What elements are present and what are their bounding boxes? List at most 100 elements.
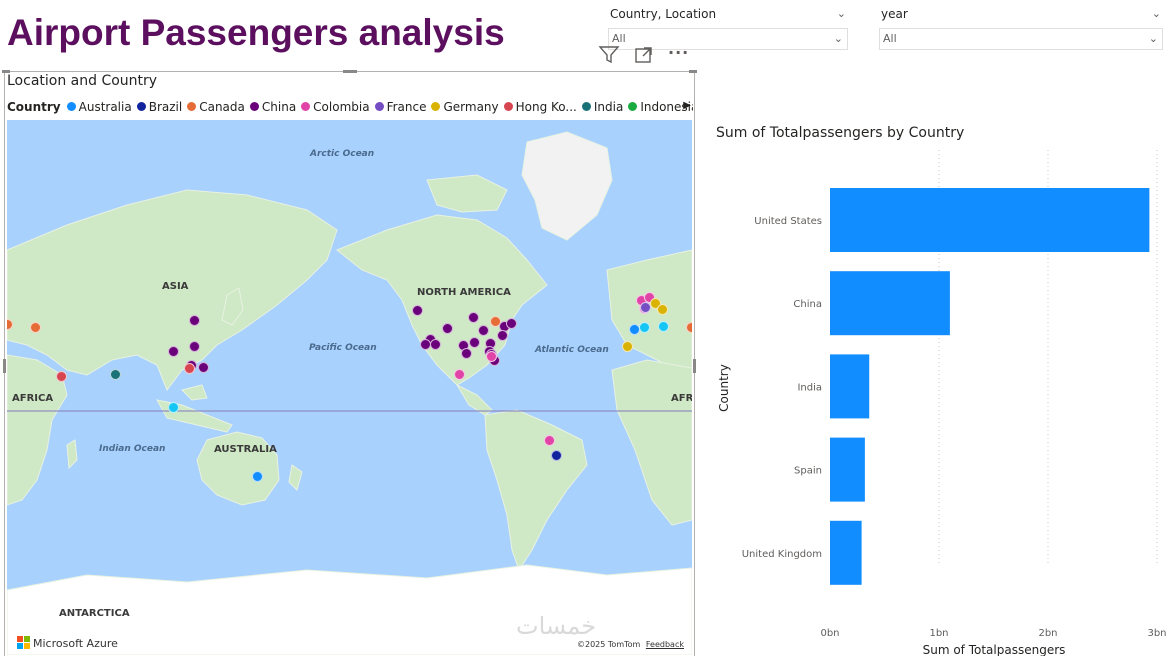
ocean-label: Indian Ocean — [99, 444, 166, 454]
bar-chart-title: Sum of Totalpassengers by Country — [716, 125, 965, 141]
legend-item-label: Australia — [78, 100, 132, 114]
resize-handle[interactable] — [3, 359, 6, 373]
map-point[interactable] — [168, 402, 179, 413]
legend-item[interactable]: Colombia — [301, 100, 370, 114]
map-point[interactable] — [544, 435, 555, 446]
legend-item[interactable]: Germany — [431, 100, 499, 114]
map-point[interactable] — [189, 315, 200, 326]
legend-dot-icon — [301, 102, 311, 111]
legend-item[interactable]: China — [249, 100, 297, 114]
resize-handle[interactable] — [2, 70, 10, 73]
legend-item[interactable]: Brazil — [136, 100, 182, 114]
legend-item[interactable]: Hong Ko... — [503, 100, 577, 114]
map-point[interactable] — [442, 323, 453, 334]
map-canvas[interactable]: Arctic Ocean Pacific Ocean Atlantic Ocea… — [7, 120, 692, 655]
map-point[interactable] — [469, 337, 480, 348]
resize-handle[interactable] — [343, 70, 357, 73]
legend-item[interactable]: Indonesia — [628, 100, 693, 114]
legend-item-label: Colombia — [313, 100, 370, 114]
map-point[interactable] — [497, 330, 508, 341]
continent-label: ASIA — [162, 281, 189, 292]
map-legend: Country Australia Brazil Canada China Colombi… — [7, 100, 693, 118]
slicer-value: All — [612, 32, 626, 45]
slicer-header: Country, Location — [610, 7, 717, 21]
continent-label: AFRI — [671, 393, 692, 404]
map-point[interactable] — [468, 312, 479, 323]
map-point[interactable] — [412, 305, 423, 316]
legend-next-icon[interactable]: ▶ — [683, 100, 691, 111]
map-point[interactable] — [622, 341, 633, 352]
chevron-down-icon[interactable]: ⌄ — [836, 7, 846, 20]
legend-item-label: China — [261, 100, 297, 114]
map-point[interactable] — [486, 351, 497, 362]
ocean-label: Atlantic Ocean — [535, 345, 609, 355]
bar[interactable] — [830, 354, 870, 419]
map-visual[interactable]: Location and Country Country Australia Bra… — [2, 70, 697, 656]
map-point[interactable] — [461, 348, 472, 359]
legend-item-label: India — [593, 100, 624, 114]
slicer-value: All — [883, 32, 897, 45]
map-point[interactable] — [198, 362, 209, 373]
legend-item-label: Germany — [443, 100, 499, 114]
map-point[interactable] — [56, 371, 67, 382]
bar[interactable] — [830, 188, 1150, 252]
category-label: United Kingdom — [742, 549, 822, 560]
x-axis-title: Sum of Totalpassengers — [923, 643, 1066, 656]
legend-dot-icon — [581, 102, 591, 111]
legend-dot-icon — [136, 102, 146, 111]
map-point[interactable] — [639, 322, 650, 333]
map-attribution: ©2025 TomTom Feedback — [577, 640, 684, 649]
category-label: Spain — [794, 466, 822, 477]
legend-item-label: Indonesia — [640, 100, 693, 114]
legend-item[interactable]: France — [374, 100, 427, 114]
map-point[interactable] — [650, 298, 661, 309]
legend-item[interactable]: Australia — [66, 100, 132, 114]
map-point[interactable] — [189, 341, 200, 352]
map-point[interactable] — [168, 346, 179, 357]
bar-chart[interactable]: 0bn 1bn 2bn 3bn United States China India Spain… — [700, 140, 1170, 656]
category-label: United States — [754, 216, 822, 227]
bar[interactable] — [830, 271, 950, 336]
legend-dot-icon — [503, 102, 513, 111]
chevron-down-icon[interactable]: ⌄ — [1151, 7, 1161, 20]
slicer-dropdown[interactable]: All ⌄ — [879, 28, 1163, 50]
map-point[interactable] — [454, 369, 465, 380]
chevron-down-icon: ⌄ — [1148, 32, 1158, 45]
resize-handle[interactable] — [689, 70, 697, 73]
legend-dot-icon — [66, 102, 76, 111]
map-point[interactable] — [686, 322, 692, 333]
slicer-dropdown[interactable]: All ⌄ — [608, 28, 848, 50]
country-location-slicer[interactable]: Country, Location ⌄ All ⌄ — [608, 0, 848, 50]
map-point[interactable] — [506, 318, 517, 329]
feedback-link[interactable]: Feedback — [645, 640, 684, 649]
legend-item-label: France — [386, 100, 427, 114]
legend-dot-icon — [249, 102, 259, 111]
map-point[interactable] — [184, 363, 195, 374]
map-point[interactable] — [640, 302, 651, 313]
focus-mode-icon[interactable] — [634, 45, 654, 69]
map-point[interactable] — [551, 450, 562, 461]
map-point[interactable] — [644, 292, 655, 303]
resize-handle[interactable] — [693, 359, 696, 373]
map-point[interactable] — [430, 339, 441, 350]
map-point[interactable] — [252, 471, 263, 482]
microsoft-logo-icon — [17, 636, 30, 649]
continent-label: AFRICA — [12, 393, 54, 404]
map-point[interactable] — [658, 321, 669, 332]
map-point[interactable] — [478, 325, 489, 336]
filter-icon[interactable] — [598, 45, 620, 69]
legend-item[interactable]: India — [581, 100, 624, 114]
map-point[interactable] — [30, 322, 41, 333]
brand-text: Microsoft Azure — [33, 637, 118, 650]
legend-dot-icon — [431, 102, 441, 111]
legend-item[interactable]: Canada — [187, 100, 245, 114]
legend-dot-icon — [374, 102, 384, 111]
continent-label: ANTARCTICA — [59, 608, 130, 619]
map-point[interactable] — [110, 369, 121, 380]
year-slicer[interactable]: year ⌄ All ⌄ — [879, 0, 1163, 50]
legend-item-label: Canada — [199, 100, 245, 114]
map-point[interactable] — [657, 304, 668, 315]
bar[interactable] — [830, 520, 862, 585]
bar[interactable] — [830, 437, 865, 502]
more-options-icon[interactable]: ··· — [668, 43, 690, 62]
